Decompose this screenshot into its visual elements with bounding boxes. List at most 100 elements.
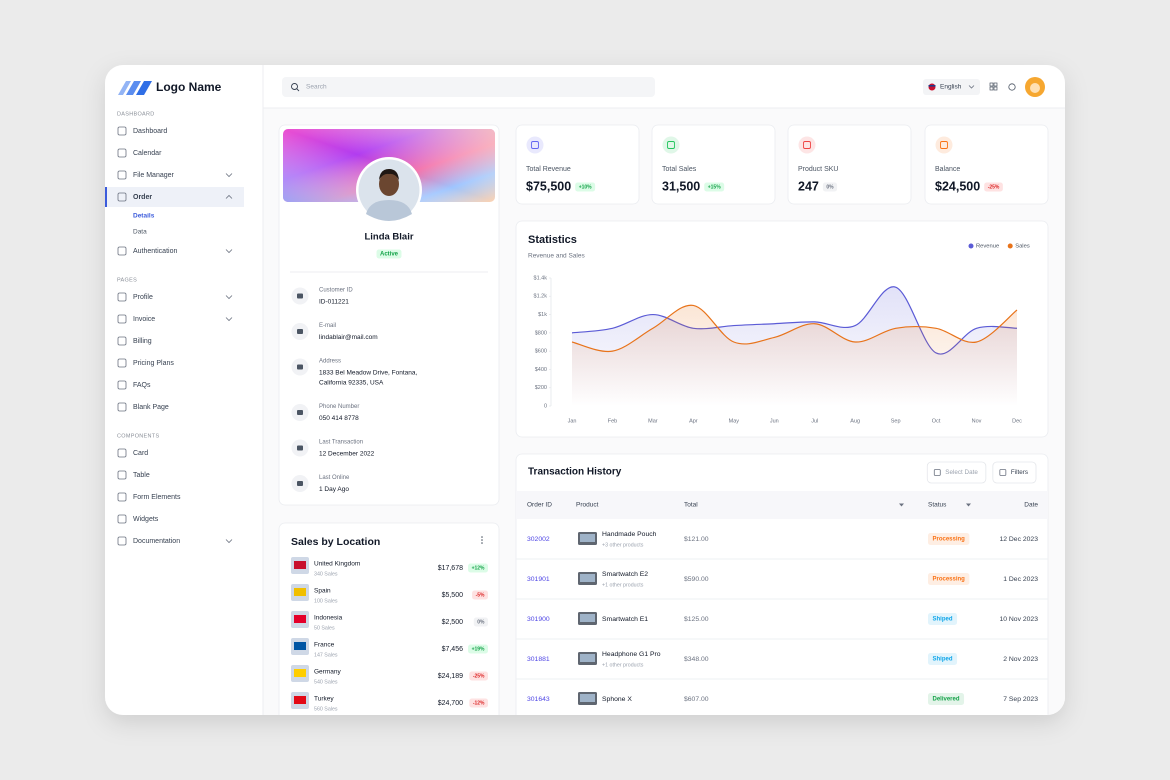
stat-value: 31,500: [662, 179, 700, 193]
menu-item[interactable]: Order: [133, 194, 152, 201]
menu-icon: [117, 192, 127, 202]
menu-icon: [117, 170, 127, 180]
menu-item[interactable]: Form Elements: [133, 494, 181, 501]
sort-icon: [899, 503, 904, 507]
menu-item[interactable]: Documentation: [133, 538, 180, 545]
flag-image-color: [294, 642, 306, 650]
series-area: [572, 305, 1017, 406]
country-amount: $17,678: [438, 565, 463, 572]
menu-item[interactable]: Card: [133, 450, 148, 457]
section-title: DASHBOARD: [117, 111, 155, 117]
toolbar-button-label[interactable]: Select Date: [945, 469, 978, 476]
country-sales: 50 Sales: [314, 625, 335, 631]
more-icon[interactable]: [481, 542, 483, 544]
menu-item[interactable]: Table: [133, 472, 150, 479]
menu-icon: [117, 448, 127, 458]
field-icon-glyph: [297, 293, 303, 299]
language-select[interactable]: [923, 79, 980, 95]
country-change-bg: [469, 671, 488, 681]
x-tick-label: Oct: [932, 418, 941, 424]
x-tick-label: May: [729, 418, 740, 424]
menu-item[interactable]: Widgets: [133, 516, 159, 523]
menu-item[interactable]: Blank Page: [133, 404, 169, 411]
apps-icon[interactable]: [989, 86, 994, 91]
field-label: Last Online: [319, 475, 350, 481]
submenu-item[interactable]: Details: [133, 213, 155, 220]
order-date: 12 Dec 2023: [999, 536, 1038, 543]
menu-icon: [117, 536, 127, 546]
order-id[interactable]: 301643: [527, 696, 550, 703]
submenu-item[interactable]: Data: [133, 229, 147, 236]
x-tick-label: Jul: [811, 418, 818, 424]
menu-item[interactable]: Calendar: [133, 150, 162, 157]
flag-image-color: [294, 696, 306, 704]
y-tick-label: $1.4k: [534, 275, 548, 281]
toolbar-button-icon: [933, 469, 941, 476]
profile-avatar-head: [379, 172, 399, 196]
menu-item[interactable]: Invoice: [133, 316, 155, 323]
order-id[interactable]: 301901: [527, 576, 550, 583]
x-tick-label: Feb: [608, 418, 617, 424]
menu-icon: [117, 148, 127, 158]
x-tick-label: Apr: [689, 418, 698, 424]
apps-icon[interactable]: [993, 82, 998, 87]
sort-icon: [966, 503, 971, 507]
apps-icon[interactable]: [993, 86, 998, 91]
column-header: Status: [928, 502, 947, 509]
country-amount: $7,456: [442, 646, 464, 653]
product-name: Sphone X: [602, 696, 632, 703]
product-name: Handmade Pouch: [602, 531, 657, 538]
stat-change-bg: [984, 182, 1003, 192]
menu-item[interactable]: Dashboard: [133, 128, 167, 135]
field-value: 050 414 8778: [319, 415, 359, 422]
stat-value: 247: [798, 179, 819, 193]
profile-card: [278, 124, 500, 506]
menu-item[interactable]: File Manager: [133, 172, 175, 179]
profile-avatar-body: [366, 200, 412, 221]
more-icon[interactable]: [481, 539, 483, 541]
order-id[interactable]: 301881: [527, 656, 550, 663]
search-icon-handle: [296, 88, 300, 92]
apps-icon[interactable]: [989, 82, 994, 87]
menu-item[interactable]: Pricing Plans: [133, 360, 174, 367]
stat-label: Total Revenue: [526, 166, 571, 173]
menu-item[interactable]: Authentication: [133, 248, 177, 255]
menu-item[interactable]: Profile: [133, 294, 153, 301]
menu-item[interactable]: Billing: [133, 338, 152, 345]
field-label: Last Transaction: [319, 440, 363, 446]
field-value: ID-011221: [319, 299, 349, 306]
legend-label: Sales: [1015, 244, 1030, 250]
stat-change: 0%: [826, 184, 834, 190]
country-amount: $2,500: [442, 619, 464, 626]
x-tick-label: Mar: [648, 418, 658, 424]
y-tick-label: $800: [535, 330, 547, 336]
search-placeholder[interactable]: Search: [306, 84, 327, 91]
country-sales: 560 Sales: [314, 706, 338, 712]
chevron: [225, 295, 233, 300]
legend-swatch: [968, 243, 974, 249]
more-icon[interactable]: [481, 536, 483, 538]
order-id[interactable]: 301900: [527, 616, 550, 623]
country-name: Indonesia: [314, 615, 343, 622]
stat-icon-bg: [935, 136, 953, 154]
order-id[interactable]: 302002: [527, 536, 550, 543]
chart-title: Statistics: [528, 234, 577, 246]
stat-label: Product SKU: [798, 166, 838, 173]
section-title: PAGES: [117, 277, 137, 283]
search-box[interactable]: [282, 77, 655, 97]
chart-subtitle: Revenue and Sales: [528, 253, 585, 260]
x-tick-label: Dec: [1012, 418, 1022, 424]
stat-card: [924, 124, 1049, 205]
profile-status-bg: [376, 249, 402, 259]
toolbar-button[interactable]: [926, 461, 987, 484]
language-label[interactable]: English: [940, 84, 962, 91]
menu-item[interactable]: FAQs: [133, 382, 151, 389]
profile-name: Linda Blair: [364, 232, 413, 243]
logo-text: Logo Name: [156, 80, 222, 94]
chevron: [225, 194, 233, 199]
toolbar-button-icon: [999, 469, 1007, 476]
refresh-icon[interactable]: [1008, 83, 1016, 91]
toolbar-button[interactable]: [992, 461, 1037, 484]
toolbar-button-label[interactable]: Filters: [1011, 469, 1028, 476]
